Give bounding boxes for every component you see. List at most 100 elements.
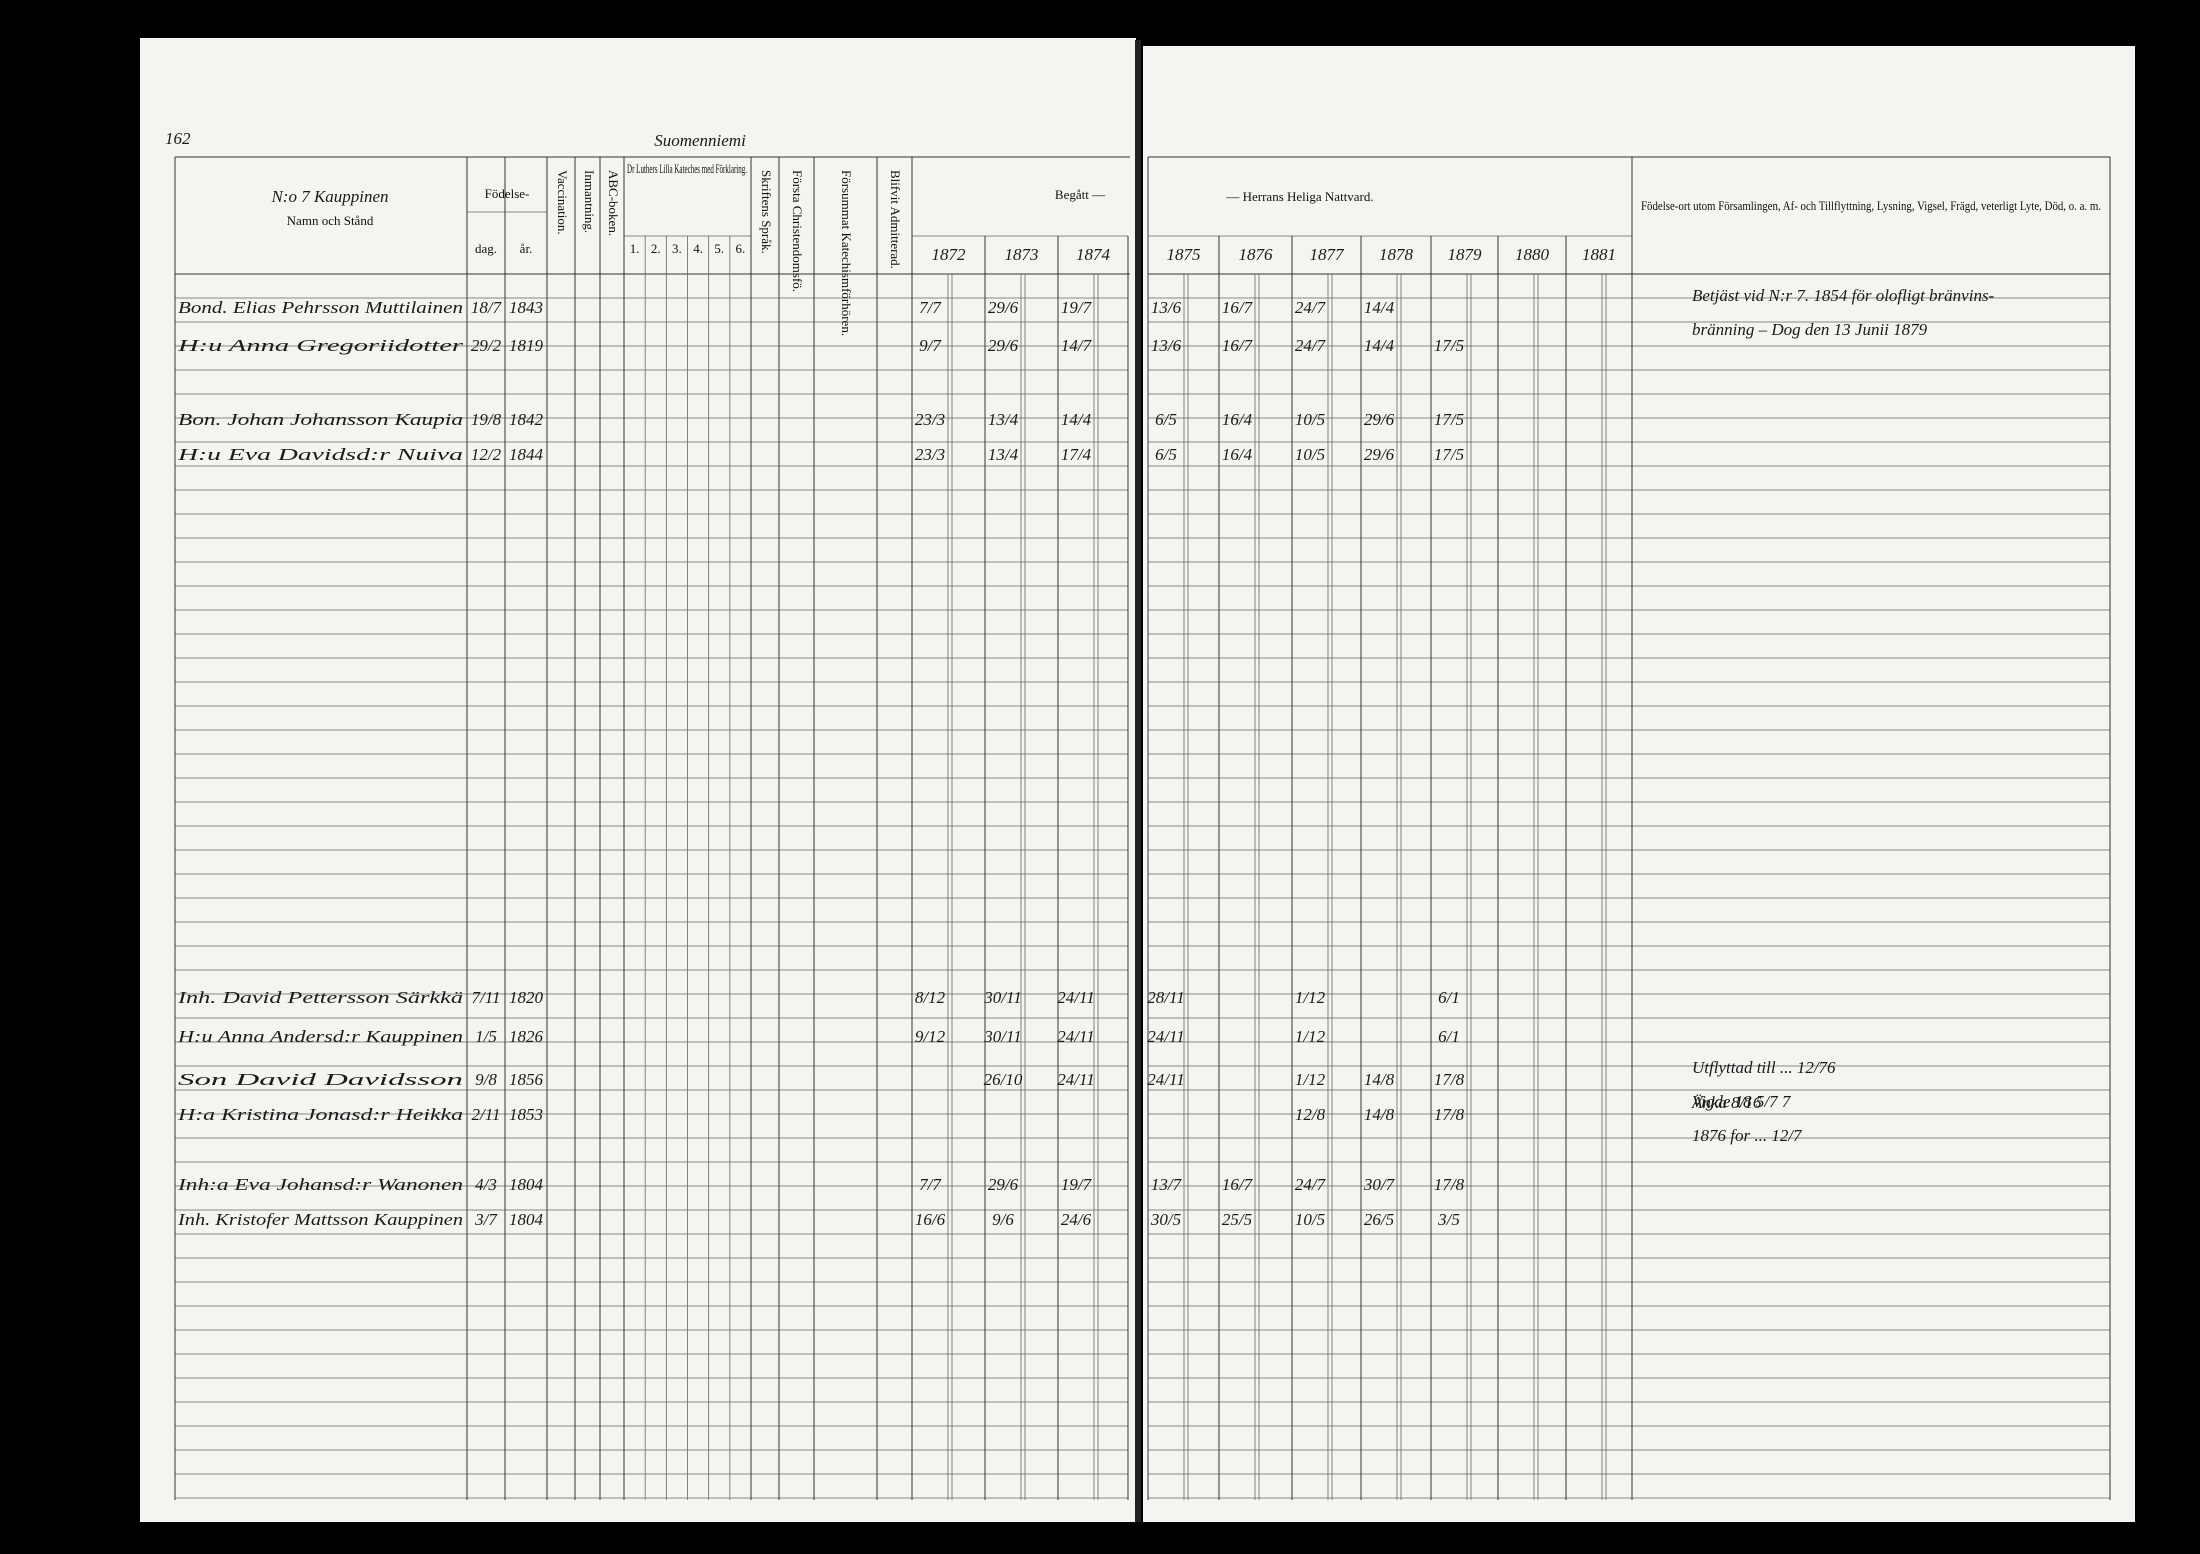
communion-date: 30/7 — [1363, 1175, 1396, 1194]
birth-year: 1820 — [509, 988, 544, 1007]
communion-date: 10/5 — [1295, 445, 1325, 464]
person-name: Inh. Kristofer Mattsson Kauppinen — [177, 1210, 463, 1229]
column-heading: Blifvit Admitterad. — [888, 170, 903, 269]
communion-date: 10/5 — [1295, 410, 1325, 429]
communion-date: 9/6 — [992, 1210, 1014, 1229]
communion-date: 14/7 — [1061, 336, 1093, 355]
communion-date: 14/8 — [1364, 1105, 1395, 1124]
communion-date: 17/8 — [1434, 1105, 1465, 1124]
birth-year: 1804 — [509, 1210, 544, 1229]
communion-date: 30/11 — [983, 1027, 1021, 1046]
communion-date: 9/12 — [915, 1027, 946, 1046]
column-heading: ABC-boken. — [606, 170, 621, 236]
right-page — [1143, 46, 2135, 1522]
column-heading: Inmantning. — [582, 170, 597, 233]
communion-date: 25/5 — [1222, 1210, 1252, 1229]
communion-date: 12/8 — [1295, 1105, 1326, 1124]
left-page — [140, 38, 1136, 1522]
birth-day: 19/8 — [471, 410, 502, 429]
communion-date: 13/6 — [1151, 336, 1182, 355]
communion-date: 8/12 — [915, 988, 946, 1007]
communion-date: 13/4 — [988, 410, 1019, 429]
communion-date: 19/7 — [1061, 298, 1093, 317]
communion-date: 16/6 — [915, 1210, 946, 1229]
birth-year: 1826 — [509, 1027, 544, 1046]
catechism-part: 5. — [714, 241, 724, 256]
communion-date: 29/6 — [988, 298, 1019, 317]
person-name: Inh:a Eva Johansd:r Wanonen — [177, 1175, 463, 1194]
communion-date: 14/8 — [1364, 1070, 1395, 1089]
communion-date: 7/7 — [919, 1175, 942, 1194]
communion-date: 28/11 — [1147, 988, 1184, 1007]
birth-day: 9/8 — [475, 1070, 497, 1089]
communion-date: 17/8 — [1434, 1070, 1465, 1089]
catechism-part: 3. — [672, 241, 682, 256]
household-heading: N:o 7 Kauppinen — [270, 187, 388, 206]
communion-date: 16/4 — [1222, 410, 1253, 429]
communion-date: 13/4 — [988, 445, 1019, 464]
ruling — [174, 156, 2111, 1500]
communion-date: 23/3 — [915, 445, 945, 464]
birth-day: 18/7 — [471, 298, 503, 317]
communion-date: 7/7 — [919, 298, 942, 317]
person-name: H:a Kristina Jonasd:r Heikka — [177, 1105, 463, 1124]
person-name: Bond. Elias Pehrsson Muttilainen — [178, 298, 463, 317]
communion-date: 29/6 — [1364, 445, 1395, 464]
remark: Utflyttad till ... 12/76 — [1692, 1058, 1836, 1077]
communion-date: 24/6 — [1061, 1210, 1092, 1229]
column-heading: Födelse- — [485, 186, 530, 201]
catechism-part: 4. — [693, 241, 703, 256]
communion-date: 14/4 — [1061, 410, 1092, 429]
communion-date: 6/5 — [1155, 410, 1177, 429]
year-heading: 1876 — [1239, 245, 1274, 264]
birth-day: 7/11 — [472, 988, 501, 1007]
person-name: H:u Anna Andersd:r Kauppinen — [177, 1027, 463, 1046]
birth-year: 1853 — [509, 1105, 543, 1124]
catechism-part: 2. — [651, 241, 661, 256]
communion-date: 13/7 — [1151, 1175, 1183, 1194]
communion-date: 16/7 — [1222, 1175, 1254, 1194]
column-heading: Namn och Stånd — [287, 213, 374, 228]
communion-date: 29/6 — [988, 336, 1019, 355]
remark: Änka 8/16 — [1691, 1093, 1762, 1112]
communion-date: 24/11 — [1147, 1027, 1184, 1046]
catechism-part: 1. — [630, 241, 640, 256]
person-name: Bon. Johan Johansson Kaupia — [178, 410, 463, 429]
communion-date: 29/6 — [1364, 410, 1395, 429]
communion-date: 16/7 — [1222, 336, 1254, 355]
birth-year: 1842 — [509, 410, 544, 429]
communion-date: 16/4 — [1222, 445, 1253, 464]
remark: 1876 for ... 12/7 — [1692, 1126, 1803, 1145]
communion-date: 24/11 — [1057, 1027, 1094, 1046]
column-heading: år. — [520, 241, 533, 256]
texts: 162 Suomenniemi N:o 7 Kauppinen Namn och St… — [165, 129, 2101, 1229]
communion-date: 14/4 — [1364, 336, 1395, 355]
communion-date: 16/7 — [1222, 298, 1254, 317]
parish-name: Suomenniemi — [654, 131, 746, 150]
communion-date: 19/7 — [1061, 1175, 1093, 1194]
communion-date: 6/1 — [1438, 1027, 1460, 1046]
column-heading: Första Christendomsfö. — [790, 170, 805, 292]
remark: Betjäst vid N:r 7. 1854 för olofligt brä… — [1692, 286, 1995, 305]
person-name: Inh. David Pettersson Särkkä — [177, 988, 463, 1007]
communion-date: 17/5 — [1434, 336, 1464, 355]
communion-date: 24/11 — [1057, 988, 1094, 1007]
communion-date: 29/6 — [988, 1175, 1019, 1194]
communion-date: 1/12 — [1295, 988, 1326, 1007]
birth-year: 1804 — [509, 1175, 544, 1194]
communion-date: 23/3 — [915, 410, 945, 429]
communion-date: 24/11 — [1057, 1070, 1094, 1089]
communion-date: 6/5 — [1155, 445, 1177, 464]
communion-date: 26/5 — [1364, 1210, 1394, 1229]
communion-date: 13/6 — [1151, 298, 1182, 317]
person-name: H:u Anna Gregoriidotter — [176, 336, 463, 355]
column-heading: Begått — — [1055, 187, 1106, 202]
column-heading: Försummat Katechismförhören. — [839, 170, 854, 336]
communion-date: 10/5 — [1295, 1210, 1325, 1229]
year-heading: 1873 — [1005, 245, 1039, 264]
birth-year: 1843 — [509, 298, 543, 317]
communion-date: 1/12 — [1295, 1070, 1326, 1089]
birth-year: 1844 — [509, 445, 544, 464]
communion-date: 17/8 — [1434, 1175, 1465, 1194]
column-heading: dag. — [475, 241, 497, 256]
